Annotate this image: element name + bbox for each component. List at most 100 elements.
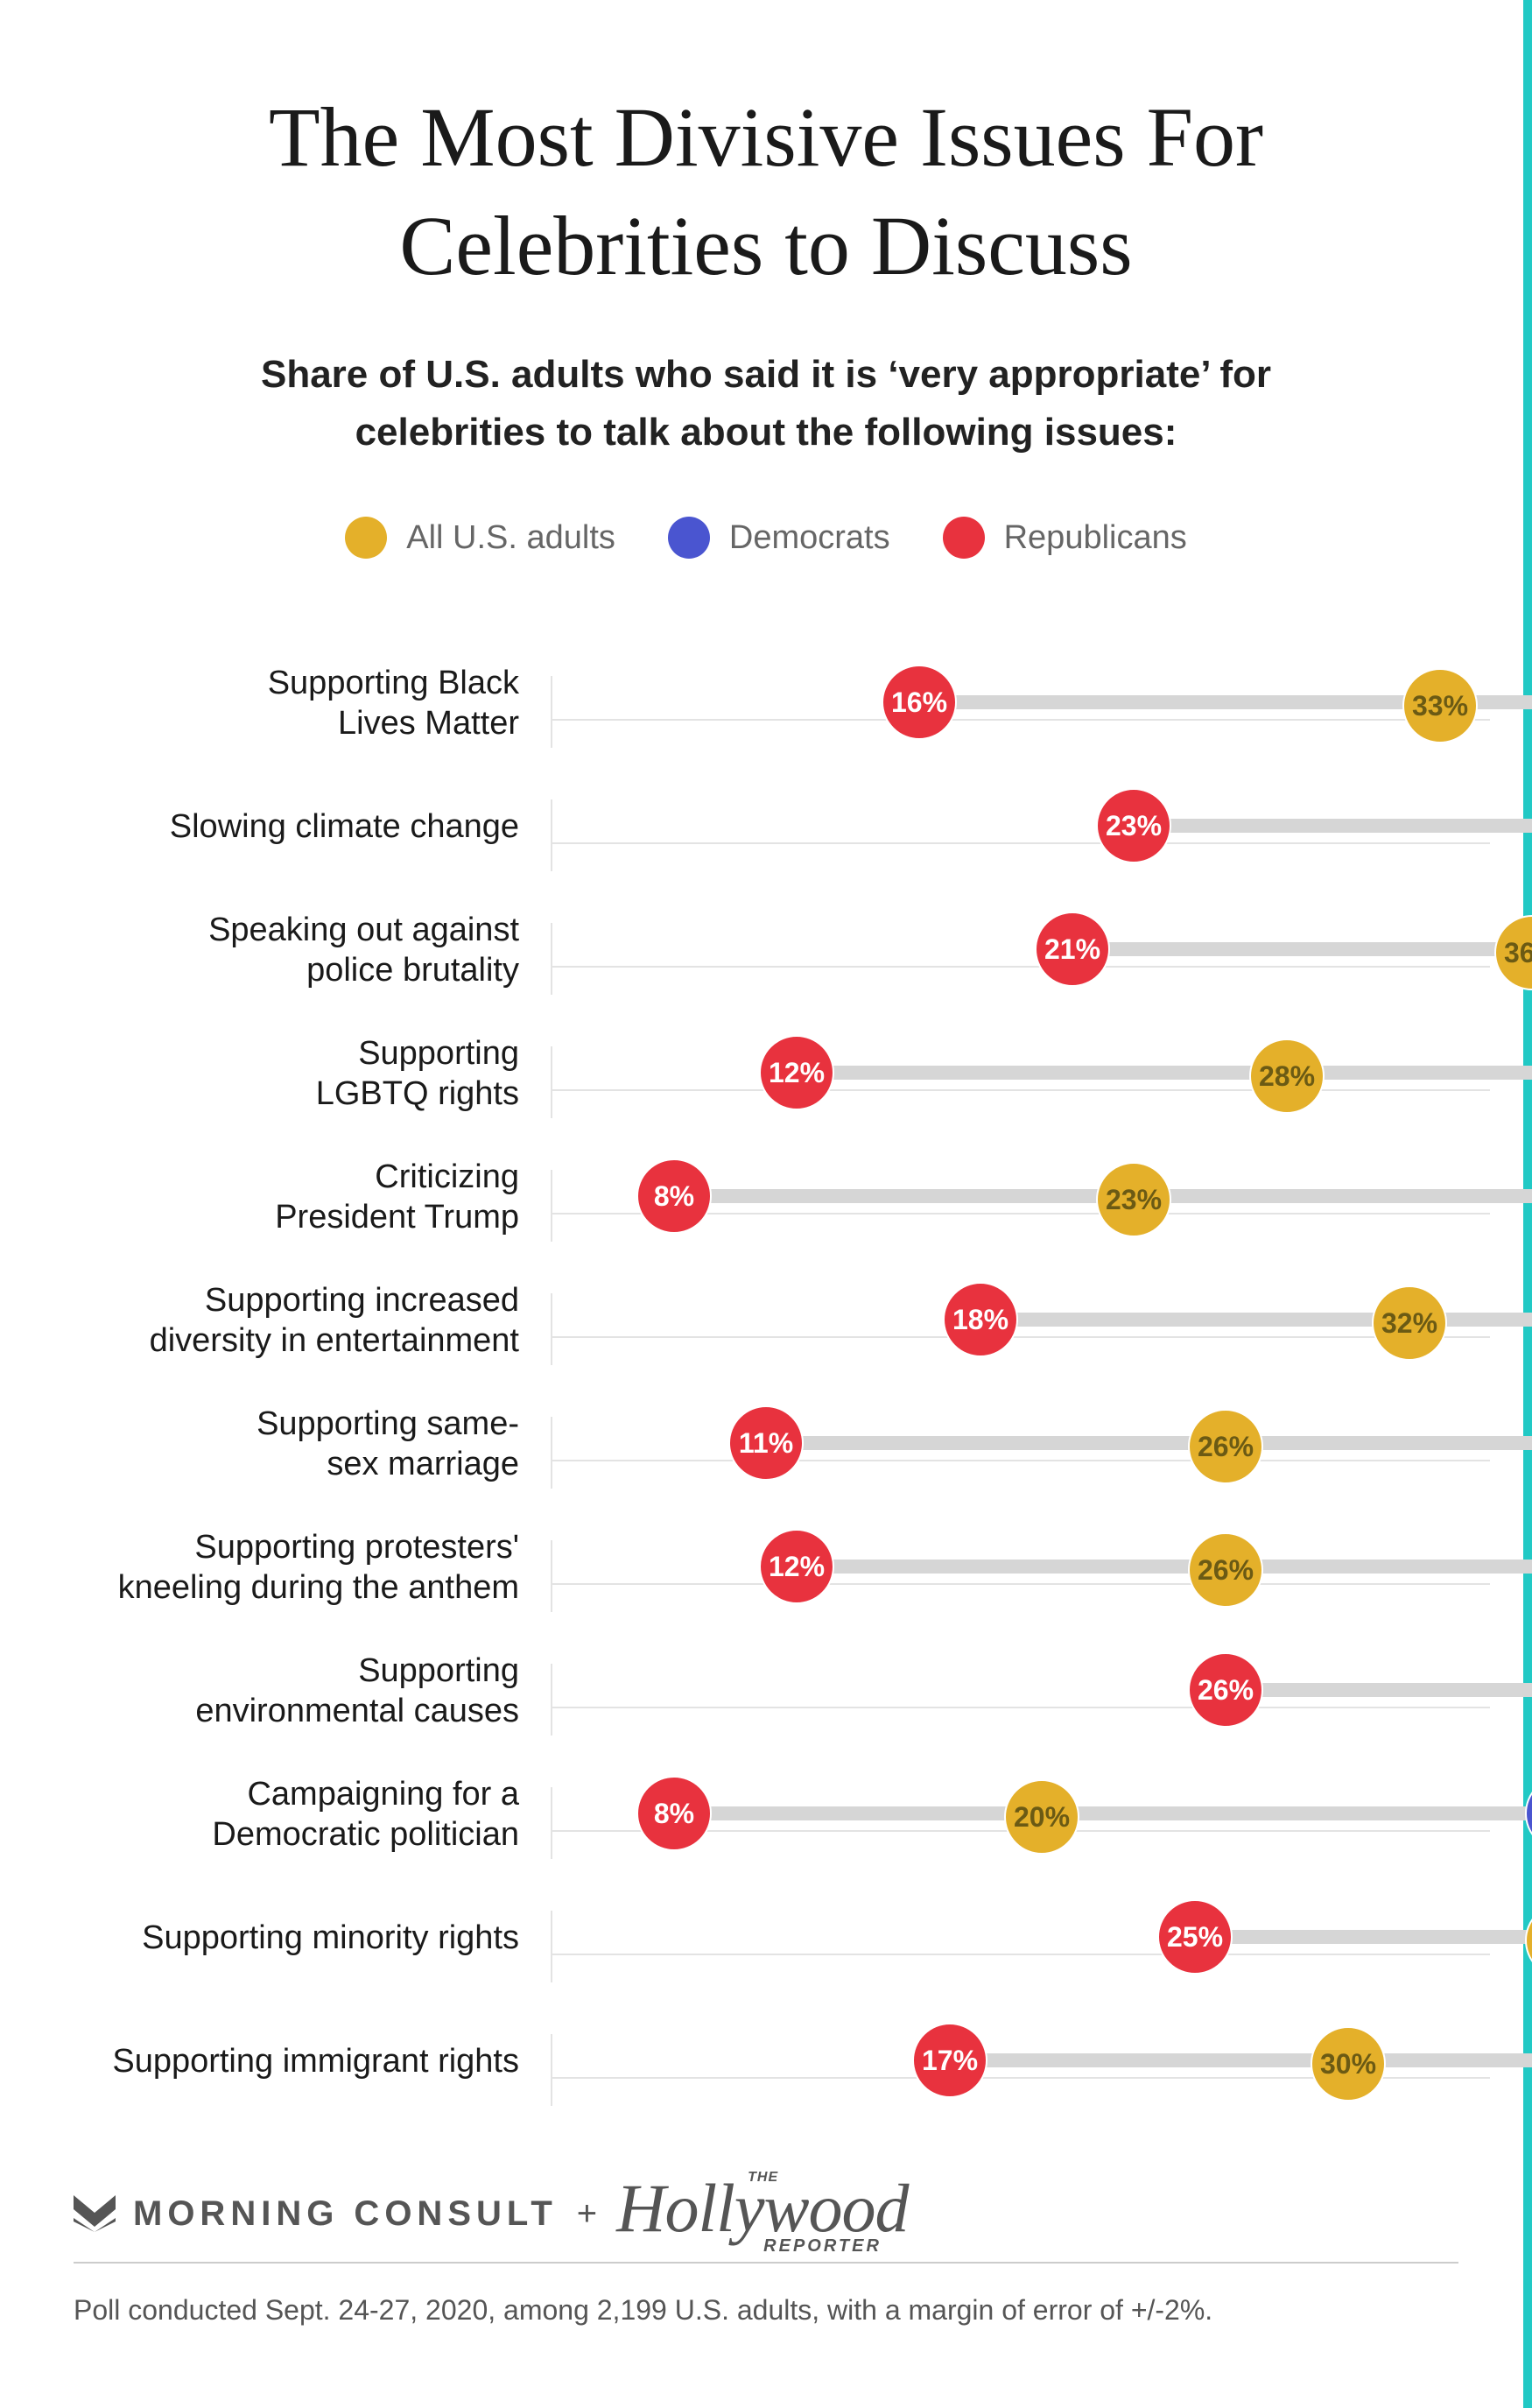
value-label-all-adults: 28%	[1259, 1060, 1315, 1092]
dot-all-adults	[1372, 1285, 1447, 1361]
dot-all-adults	[1494, 915, 1532, 990]
dot-all-adults	[1004, 1779, 1079, 1855]
category-label-line: diversity in entertainment	[150, 1322, 520, 1359]
value-label-republicans: 25%	[1167, 1921, 1223, 1953]
category-label: Supporting protesters' kneeling during th…	[118, 1529, 519, 1606]
hollywood-reporter-reporter: REPORTER	[763, 2236, 882, 2256]
category-label-line: Supporting	[358, 1652, 519, 1689]
dot-all-adults	[1402, 668, 1478, 743]
value-label-republicans: 23%	[1106, 810, 1162, 841]
morning-consult-chevron-icon	[74, 2195, 116, 2232]
dot-all-adults	[1096, 1162, 1171, 1237]
category-label: Supporting immigrant rights	[112, 2043, 519, 2080]
dot-republicans	[943, 1282, 1018, 1357]
category-label-line: LGBTQ rights	[316, 1075, 519, 1112]
category-label-line: police brutality	[306, 952, 519, 989]
category-label: Campaigning for a Democratic politician	[212, 1776, 519, 1853]
value-label-republicans: 26%	[1198, 1674, 1254, 1706]
chart-title: The Most Divisive Issues For Celebrities…	[0, 83, 1532, 300]
dot-republicans	[1035, 912, 1110, 987]
value-label-republicans: 12%	[769, 1057, 825, 1088]
category-label: Criticizing President Trump	[275, 1158, 519, 1236]
value-label-all-adults: 36%	[1504, 937, 1532, 968]
legend-item-all-adults: All U.S. adults	[345, 517, 615, 559]
legend-label-democrats: Democrats	[728, 518, 890, 556]
footer-divider	[74, 2262, 1458, 2264]
category-label-line: Criticizing	[375, 1158, 519, 1195]
value-label-republicans: 21%	[1044, 933, 1100, 965]
chart-subtitle: Share of U.S. adults who said it is ‘ver…	[0, 346, 1532, 461]
category-label-line: sex marriage	[327, 1446, 519, 1482]
category-label-line: Democratic politician	[212, 1816, 519, 1853]
dot-republicans	[912, 2023, 987, 2098]
value-label-republicans: 8%	[654, 1798, 694, 1829]
legend-label-all-adults: All U.S. adults	[406, 518, 615, 556]
dot-republicans	[759, 1529, 834, 1604]
value-label-republicans: 11%	[739, 1427, 793, 1459]
chart-subtitle-line-2: celebrities to talk about the following …	[355, 411, 1177, 454]
category-label-line: Supporting increased	[205, 1282, 519, 1319]
category-label: Speaking out against police brutality	[208, 912, 519, 989]
dot-republicans	[1188, 1652, 1263, 1728]
morning-consult-logo: MORNING CONSULT	[74, 2194, 558, 2234]
value-label-republicans: 17%	[922, 2045, 978, 2076]
category-label-line: Supporting same-	[257, 1405, 519, 1442]
category-label: Supporting Black Lives Matter	[268, 665, 520, 742]
dot-republicans	[1157, 1899, 1233, 1975]
dot-republicans	[636, 1158, 712, 1234]
category-label: Supporting LGBTQ rights	[316, 1035, 519, 1112]
logo-separator-plus: +	[576, 2193, 598, 2233]
value-label-all-adults: 26%	[1198, 1554, 1254, 1586]
value-label-republicans: 18%	[952, 1304, 1008, 1335]
legend-swatch-all-adults	[345, 517, 388, 559]
category-label-line: Speaking out against	[208, 912, 519, 948]
hollywood-reporter-wordmark: Hollywood	[616, 2170, 909, 2246]
category-label-line: Supporting Black	[268, 665, 520, 701]
dot-all-adults	[1311, 2026, 1386, 2102]
legend-label-republicans: Republicans	[1003, 518, 1187, 556]
category-label-line: Slowing climate change	[170, 808, 519, 845]
dot-all-adults	[1188, 1409, 1263, 1484]
dot-republicans	[728, 1405, 804, 1481]
footer-logos: MORNING CONSULT + THE Hollywood REPORTER	[74, 2170, 931, 2257]
value-label-republicans: 8%	[654, 1180, 694, 1212]
value-label-all-adults: 32%	[1381, 1307, 1437, 1339]
legend: All U.S. adults Democrats Republicans	[0, 517, 1532, 559]
chart-title-line-2: Celebrities to Discuss	[399, 199, 1133, 292]
value-label-republicans: 16%	[891, 686, 947, 718]
category-label-line: environmental causes	[195, 1693, 519, 1729]
category-label: Supporting minority rights	[142, 1919, 519, 1956]
category-label-line: Supporting immigrant rights	[112, 2043, 519, 2080]
value-label-all-adults: 23%	[1106, 1184, 1162, 1215]
legend-swatch-republicans	[942, 517, 985, 559]
legend-item-democrats: Democrats	[667, 517, 890, 559]
dot-republicans	[759, 1035, 834, 1110]
chart-subtitle-line-1: Share of U.S. adults who said it is ‘ver…	[260, 353, 1272, 396]
legend-item-republicans: Republicans	[942, 517, 1187, 559]
accent-bar	[1523, 0, 1532, 2408]
category-label: Supporting same-sex marriage	[257, 1405, 519, 1482]
hollywood-reporter-logo: THE Hollywood REPORTER	[616, 2170, 931, 2257]
chart-title-line-1: The Most Divisive Issues For	[269, 90, 1263, 184]
value-label-all-adults: 20%	[1014, 1801, 1070, 1833]
hollywood-reporter-the: THE	[748, 2170, 779, 2185]
morning-consult-wordmark: MORNING CONSULT	[133, 2193, 558, 2233]
dot-all-adults	[1188, 1532, 1263, 1608]
category-label: Slowing climate change	[170, 808, 519, 845]
dot-republicans	[1096, 788, 1171, 863]
category-label-line: Lives Matter	[338, 705, 519, 742]
value-label-all-adults: 26%	[1198, 1431, 1254, 1462]
dot-democrats	[1525, 1792, 1532, 1835]
category-label: Supporting environmental causes	[195, 1652, 519, 1729]
category-label-line: Supporting protesters'	[194, 1529, 519, 1566]
value-label-all-adults: 33%	[1412, 690, 1468, 722]
category-label-line: kneeling during the anthem	[118, 1569, 519, 1606]
legend-swatch-democrats	[667, 517, 710, 559]
dot-republicans	[636, 1776, 712, 1851]
value-label-republicans: 12%	[769, 1551, 825, 1582]
dot-all-adults	[1525, 1919, 1532, 1962]
category-label-line: President Trump	[275, 1199, 519, 1236]
category-label-line: Campaigning for a	[247, 1776, 519, 1813]
category-label-line: Supporting minority rights	[142, 1919, 519, 1956]
